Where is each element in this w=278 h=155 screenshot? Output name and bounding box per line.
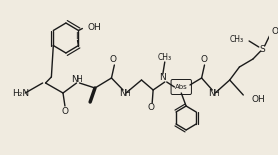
Text: O: O	[148, 104, 155, 113]
Text: O: O	[200, 55, 207, 64]
Text: Abs: Abs	[175, 84, 188, 90]
Text: S: S	[260, 44, 265, 53]
Text: N: N	[71, 75, 78, 84]
Text: N: N	[160, 73, 166, 82]
Text: H: H	[213, 89, 219, 98]
Text: H: H	[77, 75, 82, 84]
Text: H₂N: H₂N	[12, 89, 29, 97]
Text: CH₃: CH₃	[158, 53, 172, 62]
Text: O: O	[61, 106, 68, 115]
Text: I: I	[75, 32, 78, 41]
Text: H: H	[124, 89, 130, 98]
Text: O: O	[271, 27, 278, 36]
Text: O: O	[110, 55, 117, 64]
Text: OH: OH	[87, 23, 101, 32]
Text: CH₃: CH₃	[229, 35, 243, 44]
Text: N: N	[208, 89, 215, 98]
FancyBboxPatch shape	[171, 80, 192, 95]
Text: OH: OH	[251, 95, 265, 104]
Text: N: N	[119, 89, 125, 98]
